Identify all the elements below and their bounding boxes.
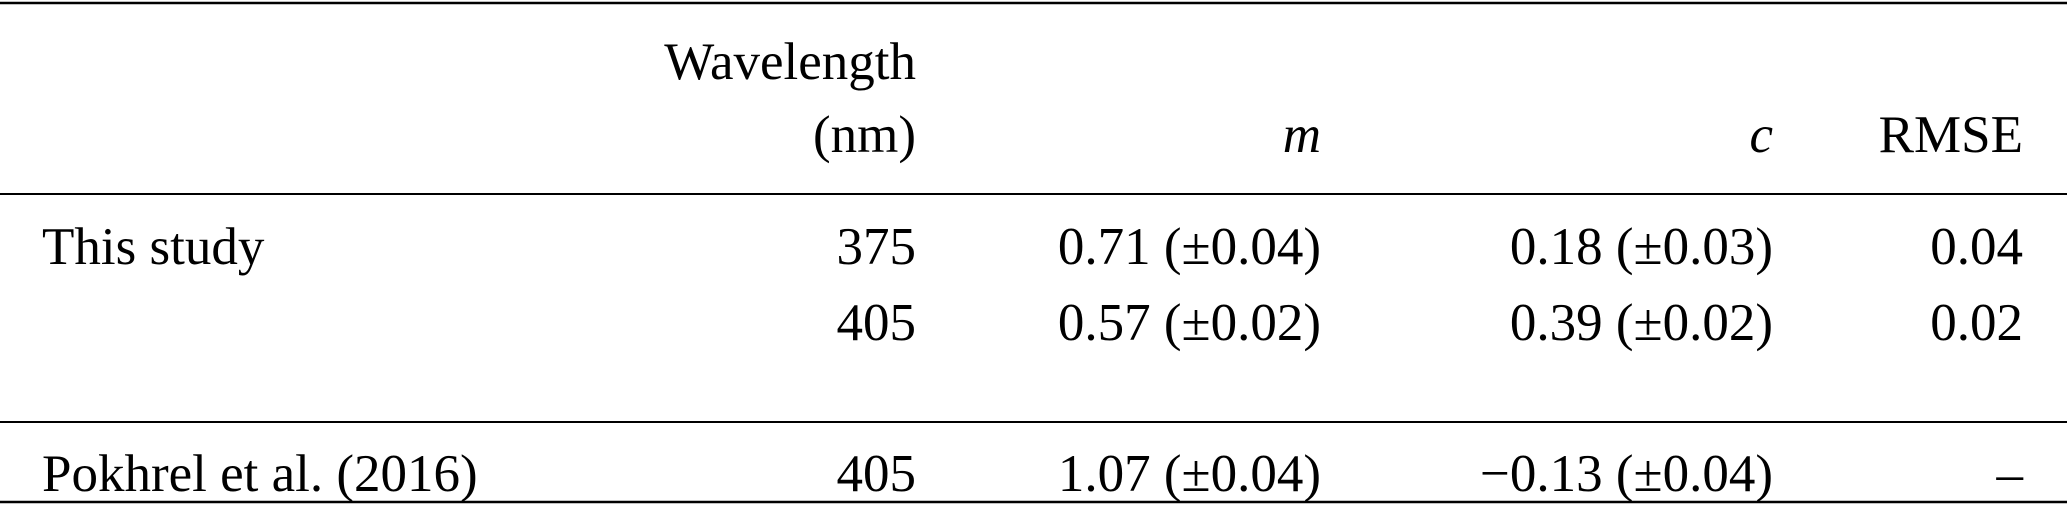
header-cell: m xyxy=(1283,106,1321,164)
header-cell: RMSE xyxy=(1879,106,2023,164)
cell: 0.71 (±0.04) xyxy=(1058,218,1321,276)
header-cell: (nm) xyxy=(813,106,916,164)
cell: 375 xyxy=(837,218,917,276)
cell: 0.04 xyxy=(1930,218,2023,276)
cell: 405 xyxy=(837,445,917,503)
cell: 1.07 (±0.04) xyxy=(1058,445,1321,503)
cell: 405 xyxy=(837,294,917,352)
group-name: Pokhrel et al. (2016) xyxy=(42,445,478,503)
cell: 0.18 (±0.03) xyxy=(1510,218,1773,276)
cell: −0.13 (±0.04) xyxy=(1480,445,1773,503)
cell: – xyxy=(1996,445,2024,503)
header-cell: c xyxy=(1749,106,1773,164)
header-cell: Wavelength xyxy=(664,33,916,91)
cell: 0.02 xyxy=(1930,294,2023,352)
cell: 0.39 (±0.02) xyxy=(1510,294,1773,352)
cell: 0.57 (±0.02) xyxy=(1058,294,1321,352)
group-name: This study xyxy=(42,218,265,276)
